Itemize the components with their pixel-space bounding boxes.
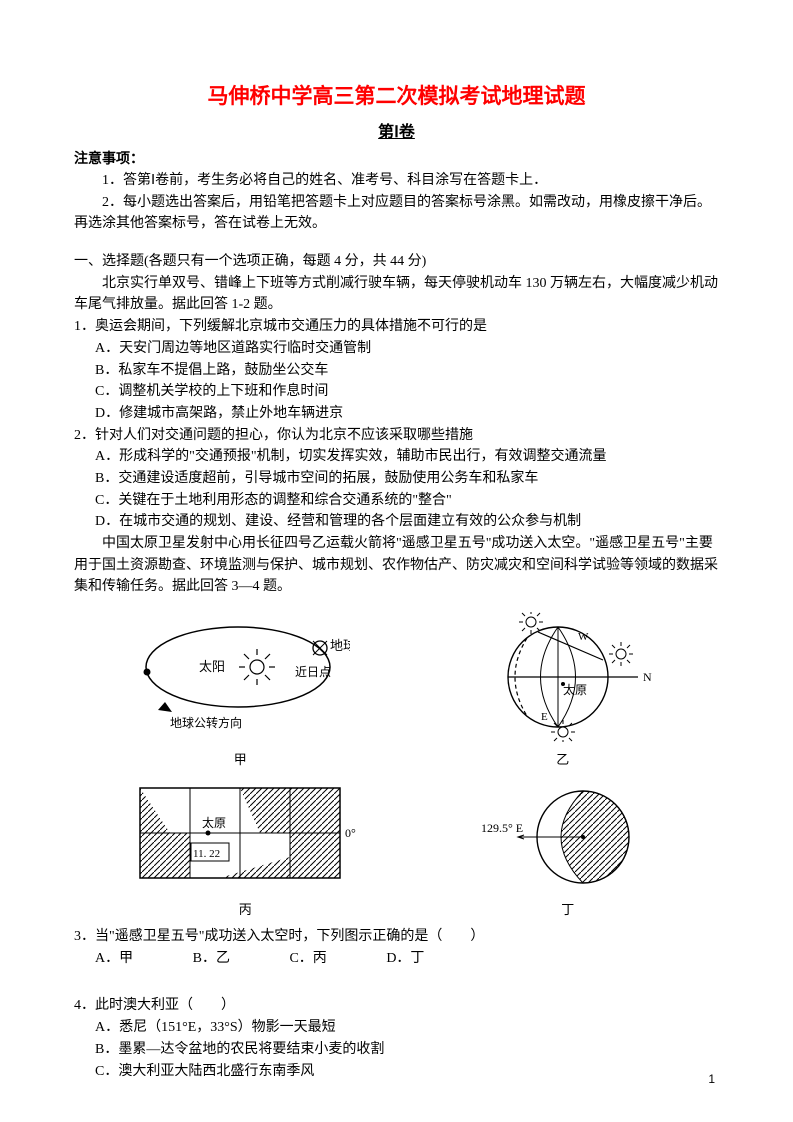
q4-C: C．澳大利亚大陆西北盛行东南季风	[74, 1061, 719, 1083]
q2-C: C．关键在于土地利用形态的调整和综合交通系统的"整合"	[74, 490, 719, 512]
svg-text:11. 22: 11. 22	[193, 848, 220, 860]
section1-intro: 北京实行单双号、错峰上下班等方式削减行驶车辆，每天停驶机动车 130 万辆左右，…	[74, 273, 719, 316]
svg-text:0°: 0°	[345, 826, 356, 840]
figure-row-2: 太原 11. 22 0° 丙 129.5° E 丁	[74, 782, 719, 918]
q4-stem: 4．此时澳大利亚（ ）	[74, 995, 719, 1017]
fig-bing-label: 丙	[130, 899, 360, 918]
fig-ding: 129.5° E 丁	[473, 782, 663, 918]
fig-yi-label: 乙	[463, 749, 663, 768]
notice-1: 1．答第Ⅰ卷前，考生务必将自己的姓名、准考号、科目涂写在答题卡上．	[74, 170, 719, 192]
fig-yi: N W E 太原	[463, 612, 663, 768]
q2-D: D．在城市交通的规划、建设、经营和管理的各个层面建立有效的公众参与机制	[74, 511, 719, 533]
q1-A: A．天安门周边等地区道路实行临时交通管制	[74, 338, 719, 360]
q4-B: B．墨累—达令盆地的农民将要结束小麦的收割	[74, 1039, 719, 1061]
svg-text:太原: 太原	[563, 682, 587, 697]
fig-jia: 太阳 地球 近日点 地球公转方向 甲	[130, 612, 350, 768]
figure-row-1: 太阳 地球 近日点 地球公转方向 甲 N	[74, 612, 719, 768]
q3-C: C．丙	[289, 948, 326, 970]
q3-D: D．丁	[386, 948, 424, 970]
paper-section: 第Ⅰ卷	[74, 118, 719, 142]
svg-text:地球: 地球	[330, 638, 350, 653]
q1-stem: 1．奥运会期间，下列缓解北京城市交通压力的具体措施不可行的是	[74, 316, 719, 338]
svg-text:W: W	[578, 631, 589, 643]
page-number: 1	[708, 1072, 715, 1086]
q1-D: D．修建城市高架路，禁止外地车辆进京	[74, 403, 719, 425]
q2-B: B．交通建设适度超前，引导城市空间的拓展，鼓励使用公务车和私家车	[74, 468, 719, 490]
q1-C: C．调整机关学校的上下班和作息时间	[74, 381, 719, 403]
q2-stem: 2．针对人们对交通问题的担心，你认为北京不应该采取哪些措施	[74, 425, 719, 447]
q3-B: B．乙	[193, 948, 230, 970]
exam-title: 马伸桥中学高三第二次模拟考试地理试题	[74, 80, 719, 110]
svg-text:129.5° E: 129.5° E	[481, 821, 523, 835]
q3-options: A．甲 B．乙 C．丙 D．丁	[74, 948, 719, 970]
section1-header: 一、选择题(各题只有一个选项正确，每题 4 分，共 44 分)	[74, 251, 719, 273]
q1-B: B．私家车不提倡上路，鼓励坐公交车	[74, 360, 719, 382]
q4-A: A．悉尼（151°E，33°S）物影一天最短	[74, 1017, 719, 1039]
fig-bing: 太原 11. 22 0° 丙	[130, 782, 360, 918]
svg-text:太阳: 太阳	[199, 659, 225, 674]
svg-text:E: E	[541, 711, 548, 723]
notice-2: 2．每小题选出答案后，用铅笔把答题卡上对应题目的答案标号涂黑。如需改动，用橡皮擦…	[74, 192, 719, 235]
q2-A: A．形成科学的"交通预报"机制，切实发挥实效，辅助市民出行，有效调整交通流量	[74, 446, 719, 468]
svg-text:地球公转方向: 地球公转方向	[170, 715, 242, 730]
q3-stem: 3．当"遥感卫星五号"成功送入太空时，下列图示正确的是（ ）	[74, 926, 719, 948]
intro2: 中国太原卫星发射中心用长征四号乙运载火箭将"遥感卫星五号"成功送入太空。"遥感卫…	[74, 533, 719, 598]
svg-text:太原: 太原	[202, 815, 226, 830]
fig-ding-label: 丁	[473, 899, 663, 918]
svg-text:近日点: 近日点	[295, 665, 331, 679]
q3-A: A．甲	[95, 948, 133, 970]
notice-heading: 注意事项：	[74, 148, 719, 168]
svg-text:N: N	[643, 670, 652, 684]
fig-jia-label: 甲	[130, 749, 350, 768]
